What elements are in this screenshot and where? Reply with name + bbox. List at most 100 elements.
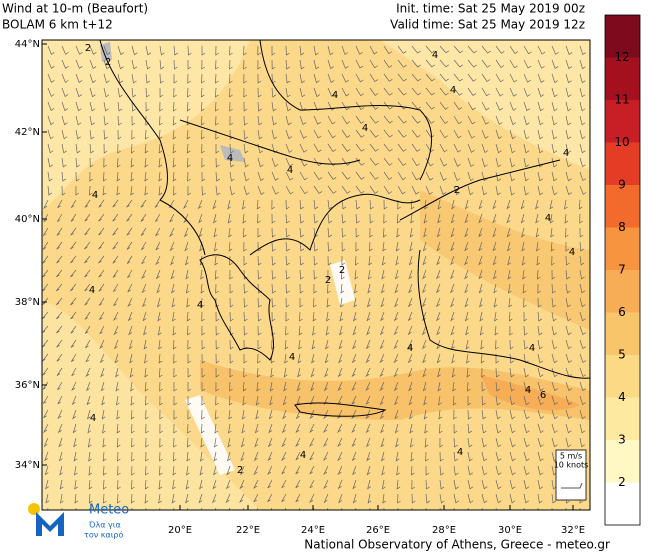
barb [44,465,49,476]
map-frame [41,39,591,511]
barb [523,101,531,112]
barb [84,269,91,278]
barb [112,255,119,264]
barb [422,381,427,392]
barb [395,451,400,462]
barb-legend-knots: 10 knots [554,461,589,470]
barb [341,213,347,224]
barb [114,339,119,350]
barb [393,311,399,322]
barb [285,45,290,56]
barb [425,157,434,167]
barb [127,269,133,279]
barb [145,409,149,420]
barb [75,59,83,69]
barb [327,73,335,83]
barb [129,367,134,378]
barb [173,59,178,70]
barb [299,143,308,153]
barb [579,73,586,84]
barb [352,479,357,490]
barb [481,59,491,68]
barb [355,227,360,238]
barb [523,381,530,392]
barb [379,339,385,350]
colorbar-label: 9 [618,178,626,192]
barb [493,297,498,308]
barb [453,465,459,476]
barb [397,157,407,166]
barb [117,157,121,168]
barb [464,283,469,294]
colorbar-segment [605,15,640,58]
colorbar-segment [605,227,640,270]
barb [495,409,501,420]
lon-label: 28°E [432,525,456,536]
barb [58,451,63,462]
barb [351,395,357,406]
barb [551,311,557,322]
barb [201,367,206,378]
barb [42,367,49,376]
barb [173,437,177,448]
barb [369,115,379,124]
barb [243,59,247,70]
barb [158,339,162,350]
barb [131,423,135,434]
barb [481,101,490,111]
barb [425,45,435,54]
barb [89,115,95,126]
contour-label: 4 [90,413,96,424]
barb [271,101,277,112]
barb [187,185,192,196]
barb [381,255,386,266]
barb [481,115,489,125]
barb [281,479,287,489]
barb [495,381,501,392]
barb [313,185,323,194]
contour-label: 4 [569,247,575,258]
barb [523,45,532,55]
barb [159,115,163,126]
barb [327,129,336,139]
barb [128,339,133,350]
barb [253,451,259,462]
barb [285,213,290,224]
barb [271,59,276,70]
barb [495,423,502,434]
barb [551,353,558,364]
barb [126,241,133,250]
barb [411,115,421,124]
barb [295,479,301,489]
barb [565,269,571,280]
barb [421,297,427,308]
barb [355,241,360,252]
barb [341,129,351,138]
barb [229,353,234,364]
barb [551,283,556,294]
barb [509,353,514,364]
barb [341,199,347,210]
contour-label: 4 [227,153,233,164]
barb [481,465,488,476]
barb [425,451,429,462]
coastlines [99,40,590,417]
barb [198,493,203,504]
barb [186,437,191,448]
barb [75,73,83,83]
barb [326,297,331,308]
barb [522,283,527,294]
barb [256,367,261,378]
barb [425,73,435,82]
barb [537,479,543,490]
barb [271,157,279,168]
barb [144,493,149,504]
barb [282,409,287,420]
barb [281,451,287,462]
barb [299,115,307,125]
barb [85,339,91,349]
barb [267,451,273,462]
barb [173,395,178,406]
barb [55,283,63,292]
barb [365,395,371,406]
